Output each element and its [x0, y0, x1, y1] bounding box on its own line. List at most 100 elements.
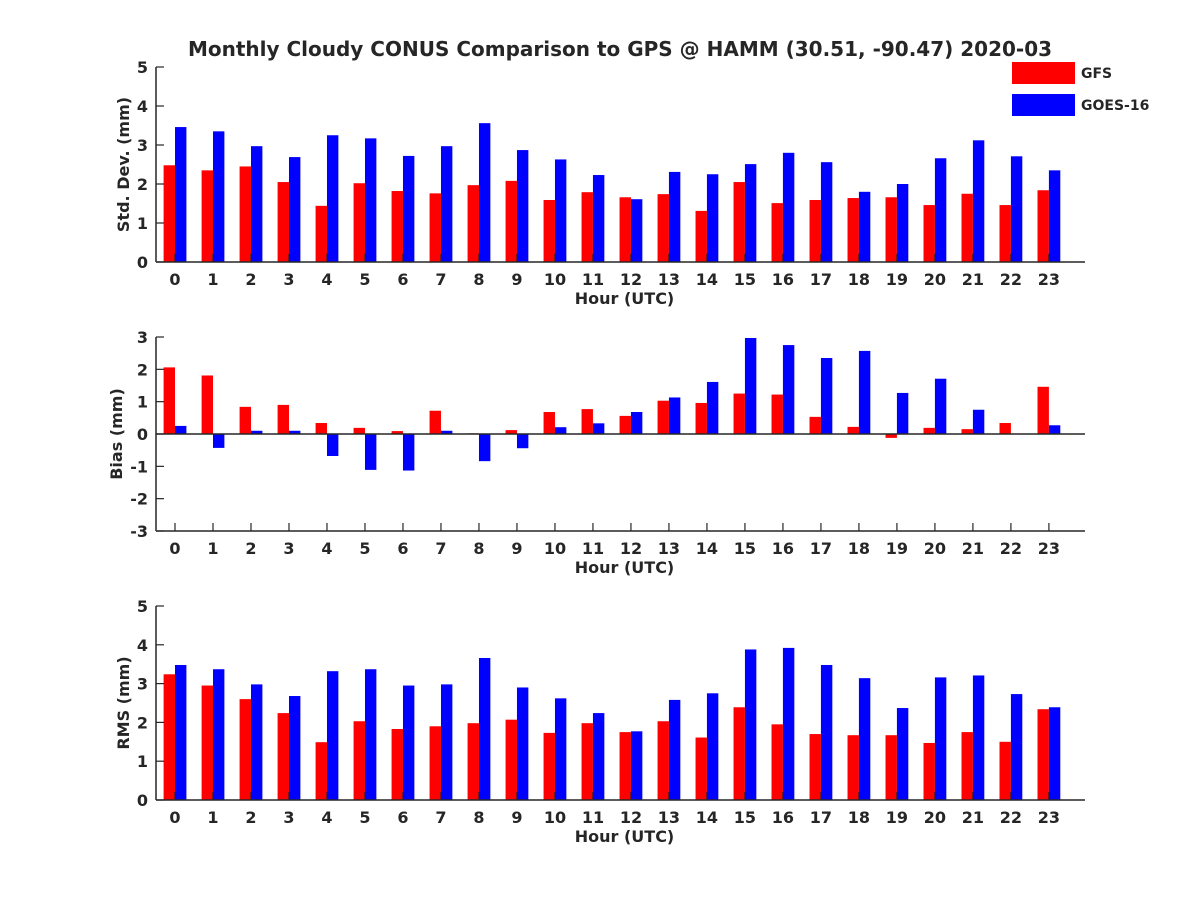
x-tick-label: 20: [924, 270, 946, 289]
y-tick-label: 0: [137, 253, 148, 272]
x-tick-label: 4: [321, 539, 332, 558]
x-tick-label: 19: [886, 539, 908, 558]
x-tick-label: 21: [962, 539, 984, 558]
bar-goes-16-hour-10: [554, 427, 567, 434]
bar-gfs-hour-18: [847, 735, 859, 800]
bar-goes-16-hour-15: [744, 649, 757, 800]
y-axis-label: Bias (mm): [107, 388, 126, 480]
y-tick-label: 5: [137, 58, 148, 77]
x-tick-label: 7: [435, 808, 446, 827]
x-tick-label: 18: [848, 808, 870, 827]
bar-gfs-hour-15: [733, 393, 745, 434]
bar-goes-16-hour-0: [175, 425, 187, 434]
y-tick-label: -1: [130, 457, 148, 476]
bar-goes-16-hour-20: [934, 378, 947, 434]
x-tick-label: 22: [1000, 808, 1022, 827]
x-tick-label: 4: [321, 270, 332, 289]
bar-gfs-hour-4: [315, 205, 327, 262]
x-tick-label: 19: [886, 808, 908, 827]
x-tick-label: 2: [245, 270, 256, 289]
bar-gfs-hour-4: [315, 423, 327, 434]
legend-label: GOES-16: [1081, 98, 1149, 114]
bar-gfs-hour-16: [771, 724, 783, 800]
bar-goes-16-hour-0: [175, 664, 187, 800]
x-tick-label: 5: [359, 270, 370, 289]
x-tick-label: 9: [511, 808, 522, 827]
x-tick-label: 10: [544, 539, 566, 558]
x-axis-label: Hour (UTC): [575, 289, 675, 308]
y-axis-label: Std. Dev. (mm): [114, 97, 133, 232]
legend: GFS GOES-16: [1012, 62, 1149, 116]
x-tick-label: 15: [734, 539, 756, 558]
bar-gfs-hour-3: [277, 404, 289, 434]
bar-goes-16-hour-10: [554, 159, 567, 262]
x-tick-label: 10: [544, 270, 566, 289]
bar-goes-16-hour-5: [364, 138, 377, 262]
bar-gfs-hour-6: [391, 191, 403, 262]
bar-goes-16-hour-18: [858, 191, 871, 262]
bar-goes-16-hour-11: [592, 713, 605, 800]
bar-goes-16-hour-14: [706, 693, 719, 800]
bar-gfs-hour-0: [163, 367, 175, 434]
bar-gfs-hour-20: [923, 742, 935, 800]
bar-gfs-hour-22: [999, 423, 1011, 434]
bar-goes-16-hour-5: [364, 669, 377, 800]
bar-gfs-hour-8: [467, 723, 479, 800]
y-axis-label: RMS (mm): [114, 656, 133, 749]
bar-gfs-hour-12: [619, 415, 631, 434]
x-tick-label: 13: [658, 270, 680, 289]
bar-gfs-hour-4: [315, 742, 327, 800]
legend-swatch-gfs: [1012, 62, 1075, 84]
bar-goes-16-hour-14: [706, 381, 719, 434]
bar-gfs-hour-22: [999, 741, 1011, 800]
bar-goes-16-hour-16: [782, 152, 795, 262]
bar-goes-16-hour-4: [326, 671, 339, 800]
bar-goes-16-hour-21: [972, 409, 985, 434]
x-tick-label: 17: [810, 808, 832, 827]
bar-gfs-hour-2: [239, 699, 251, 800]
bar-goes-16-hour-23: [1048, 707, 1061, 800]
x-tick-label: 23: [1038, 270, 1060, 289]
bar-gfs-hour-0: [163, 674, 175, 800]
bar-goes-16-hour-2: [250, 430, 263, 434]
y-tick-label: 3: [137, 675, 148, 694]
x-axis-label: Hour (UTC): [575, 827, 675, 846]
x-tick-label: 7: [435, 539, 446, 558]
bar-gfs-hour-21: [961, 732, 973, 800]
y-tick-label: 2: [137, 360, 148, 379]
bar-gfs-hour-12: [619, 197, 631, 262]
bar-goes-16-hour-6: [402, 155, 415, 262]
bar-goes-16-hour-7: [440, 684, 453, 800]
x-tick-label: 3: [283, 808, 294, 827]
bar-goes-16-hour-14: [706, 174, 719, 262]
x-tick-label: 17: [810, 539, 832, 558]
y-tick-label: 3: [137, 328, 148, 347]
x-tick-label: 2: [245, 539, 256, 558]
bar-gfs-hour-22: [999, 205, 1011, 262]
bar-gfs-hour-20: [923, 205, 935, 262]
bar-goes-16-hour-10: [554, 698, 567, 800]
bar-gfs-hour-10: [543, 732, 555, 800]
bar-goes-16-hour-15: [744, 337, 757, 434]
x-tick-label: 5: [359, 808, 370, 827]
x-tick-label: 6: [397, 808, 408, 827]
bar-gfs-hour-3: [277, 713, 289, 800]
bar-gfs-hour-16: [771, 394, 783, 434]
x-axis-label: Hour (UTC): [575, 558, 675, 577]
bar-goes-16-hour-2: [250, 684, 263, 800]
bar-goes-16-hour-20: [934, 677, 947, 800]
bar-goes-16-hour-4: [326, 434, 339, 456]
bar-goes-16-hour-3: [288, 430, 301, 434]
bar-goes-16-hour-1: [212, 131, 225, 262]
x-tick-label: 8: [473, 808, 484, 827]
y-tick-label: 0: [137, 791, 148, 810]
bar-goes-16-hour-8: [478, 123, 491, 262]
bar-goes-16-hour-16: [782, 647, 795, 800]
x-tick-label: 13: [658, 808, 680, 827]
bar-gfs-hour-1: [201, 170, 213, 262]
x-tick-label: 18: [848, 539, 870, 558]
x-tick-label: 18: [848, 270, 870, 289]
